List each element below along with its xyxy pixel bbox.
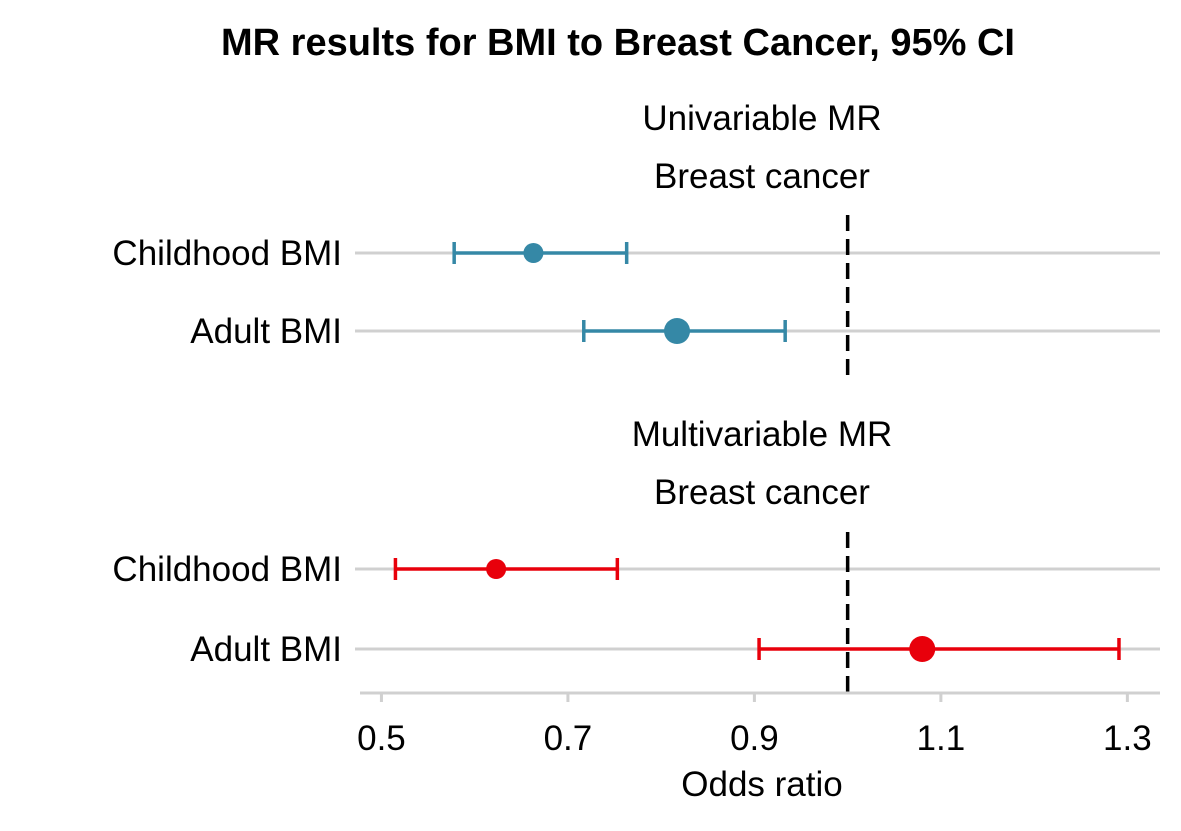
x-axis-title: Odds ratio	[681, 765, 842, 804]
point-estimate	[909, 636, 935, 662]
x-tick-label: 0.9	[730, 719, 779, 758]
point-estimate	[523, 243, 543, 263]
x-tick-label: 1.3	[1103, 719, 1152, 758]
chart-title: MR results for BMI to Breast Cancer, 95%…	[221, 22, 1015, 64]
panel-1-label-line1: Univariable MR	[642, 99, 881, 138]
x-tick-label: 0.7	[544, 719, 593, 758]
panel-2-label-line2: Breast cancer	[654, 473, 870, 512]
chart-marks: Childhood BMI Adult BMI Childhood BMI Adult…	[112, 215, 1160, 758]
point-estimate	[664, 318, 690, 344]
panel-2-label-line1: Multivariable MR	[632, 415, 893, 454]
row-label: Adult BMI	[190, 312, 342, 351]
x-tick-label: 1.1	[917, 719, 966, 758]
x-tick-label: 0.5	[357, 719, 406, 758]
row-label: Adult BMI	[190, 630, 342, 669]
point-estimate	[486, 559, 506, 579]
panel-1-label-line2: Breast cancer	[654, 157, 870, 196]
row-label: Childhood BMI	[112, 234, 342, 273]
row-label: Childhood BMI	[112, 550, 342, 589]
